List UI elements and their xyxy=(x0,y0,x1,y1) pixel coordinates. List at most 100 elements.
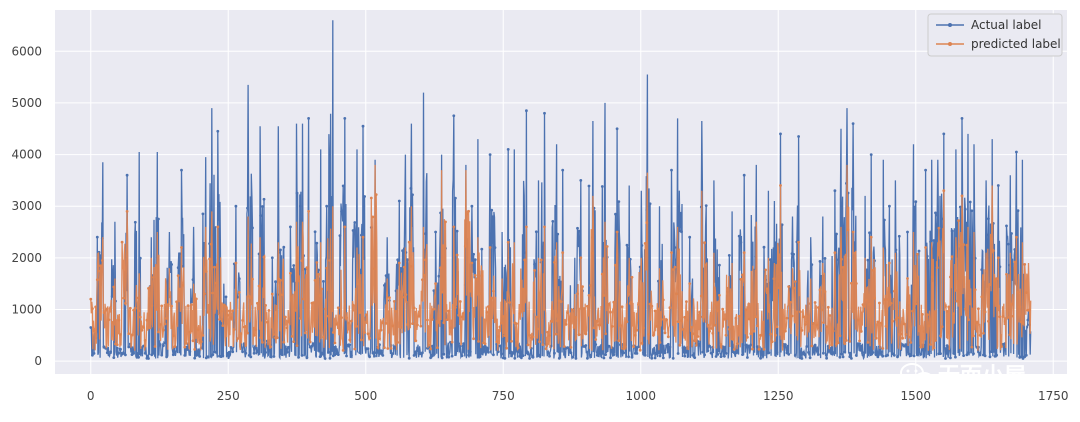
data-point xyxy=(112,356,116,359)
data-point xyxy=(325,204,329,208)
data-point xyxy=(510,339,513,343)
data-point xyxy=(942,189,946,193)
data-point xyxy=(912,306,916,310)
data-point xyxy=(838,334,842,338)
data-point xyxy=(680,319,683,323)
data-point xyxy=(746,356,749,359)
data-point xyxy=(246,206,249,210)
series-layer xyxy=(89,20,1032,361)
data-point xyxy=(533,262,536,266)
data-point xyxy=(888,204,891,208)
data-point xyxy=(364,313,368,317)
data-point xyxy=(871,268,875,272)
data-point xyxy=(429,347,432,351)
data-point xyxy=(256,301,259,305)
data-point xyxy=(945,310,949,313)
y-tick-label: 3000 xyxy=(11,199,42,213)
data-point xyxy=(371,351,375,355)
data-point xyxy=(638,348,642,352)
data-point xyxy=(178,252,182,256)
data-point xyxy=(995,277,998,280)
data-point xyxy=(392,345,396,349)
data-point xyxy=(587,184,591,188)
data-point xyxy=(206,355,210,359)
data-point xyxy=(318,355,322,358)
data-point xyxy=(698,343,701,347)
data-point xyxy=(331,331,335,334)
data-point xyxy=(125,173,129,177)
data-point xyxy=(942,132,946,136)
data-point xyxy=(397,199,401,203)
data-point xyxy=(617,200,621,204)
data-point xyxy=(416,323,419,327)
data-point xyxy=(658,341,662,344)
data-point xyxy=(358,311,362,314)
data-point xyxy=(203,292,207,296)
data-point xyxy=(861,353,865,357)
data-point xyxy=(868,302,871,306)
data-point xyxy=(777,286,781,290)
data-point xyxy=(501,315,505,318)
data-point xyxy=(518,312,522,315)
data-point xyxy=(345,316,348,320)
data-point xyxy=(473,274,477,277)
data-point xyxy=(128,306,132,310)
data-point xyxy=(526,352,530,356)
data-point xyxy=(534,315,538,319)
data-point xyxy=(432,307,436,311)
data-point xyxy=(137,309,141,313)
data-point xyxy=(800,329,804,332)
data-point xyxy=(889,301,893,305)
data-point xyxy=(97,269,101,273)
data-point xyxy=(924,168,927,172)
data-point xyxy=(191,339,195,343)
data-point xyxy=(298,204,302,208)
data-point xyxy=(780,327,784,330)
data-point xyxy=(249,355,253,359)
data-point xyxy=(605,245,609,248)
data-point xyxy=(378,337,381,340)
data-point xyxy=(214,351,218,354)
data-point xyxy=(147,287,150,290)
data-point xyxy=(94,305,98,309)
data-point xyxy=(89,297,93,301)
data-point xyxy=(754,315,758,319)
data-point xyxy=(774,333,777,337)
data-point xyxy=(556,232,560,236)
data-point xyxy=(968,302,972,306)
data-point xyxy=(125,210,129,213)
data-point xyxy=(894,248,898,252)
data-point xyxy=(764,268,767,272)
data-point xyxy=(285,350,289,354)
data-point xyxy=(574,316,578,319)
data-point xyxy=(297,355,300,359)
data-point xyxy=(237,291,241,294)
data-point xyxy=(912,354,916,358)
data-point xyxy=(671,268,675,271)
data-point xyxy=(666,342,670,346)
data-point xyxy=(269,355,272,359)
data-point xyxy=(749,343,753,347)
data-point xyxy=(843,350,847,354)
x-tick-label: 1500 xyxy=(900,389,931,403)
data-point xyxy=(789,300,792,304)
data-point xyxy=(158,323,162,326)
data-point xyxy=(675,292,678,296)
data-point xyxy=(434,230,437,234)
data-point xyxy=(925,313,929,317)
data-point xyxy=(282,340,286,344)
data-point xyxy=(607,302,611,306)
data-point xyxy=(435,292,439,296)
data-point xyxy=(511,351,515,355)
data-point xyxy=(470,204,474,208)
data-point xyxy=(132,308,136,312)
data-point xyxy=(110,295,114,298)
data-point xyxy=(227,350,231,354)
data-point xyxy=(896,355,899,359)
data-point xyxy=(670,251,673,255)
data-point xyxy=(317,273,320,276)
wechat-icon xyxy=(900,363,934,388)
series-line xyxy=(90,164,1032,351)
data-point xyxy=(600,185,604,188)
data-point xyxy=(924,246,927,249)
